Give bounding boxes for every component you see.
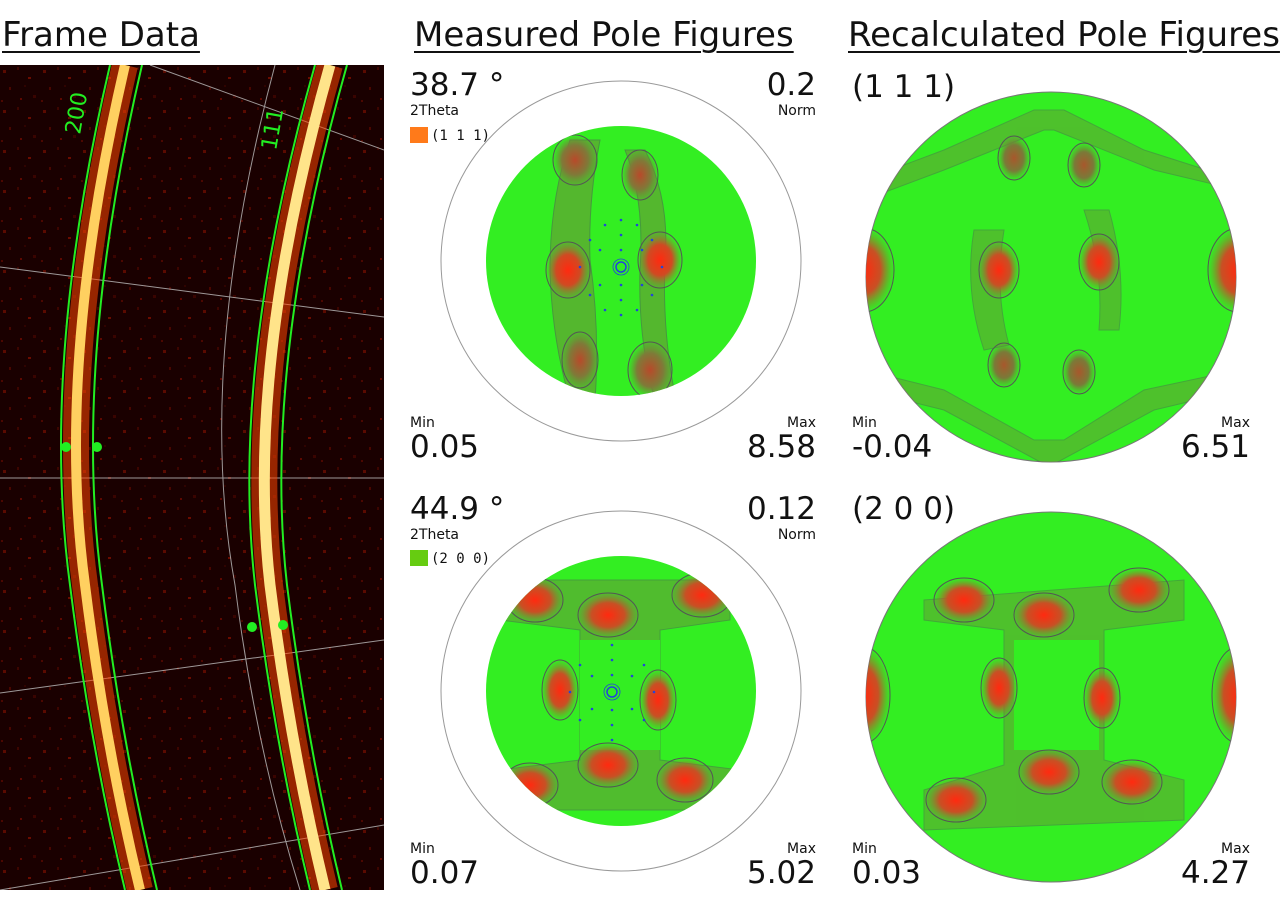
- ring-111-inner-boundary: [248, 65, 316, 890]
- ring-200-inner-handle[interactable]: [61, 442, 71, 452]
- ring-111-peak: [258, 65, 336, 890]
- ring-200-outer-boundary: [92, 65, 158, 890]
- max-value: 6.51: [1180, 429, 1250, 465]
- max-label: Max: [787, 415, 816, 431]
- norm-value: 0.2: [766, 67, 816, 103]
- recalculated-pole-figures-heading: Recalculated Pole Figures: [848, 15, 1280, 55]
- max-label: Max: [787, 841, 816, 857]
- min-label: Min: [410, 415, 435, 431]
- max-value: 5.02: [746, 855, 816, 891]
- min-value: 0.05: [410, 429, 480, 465]
- legend-label-111: (1 1 1): [431, 128, 491, 144]
- two-theta-value: 44.9 °: [410, 491, 505, 527]
- measured-pole-figures-heading: Measured Pole Figures: [414, 15, 794, 55]
- two-theta-label: 2Theta: [410, 103, 460, 119]
- min-label: Min: [852, 415, 877, 431]
- hkl-label: (2 0 0): [852, 491, 956, 527]
- legend-swatch-200[interactable]: [410, 550, 428, 566]
- scan-points: [568, 643, 656, 742]
- ring-200-inner-boundary: [60, 65, 126, 890]
- two-theta-label: 2Theta: [410, 527, 460, 543]
- measured-pole-figure-111-plot: [440, 80, 802, 442]
- norm-label: Norm: [777, 103, 816, 119]
- norm-value: 0.12: [746, 491, 816, 527]
- max-label: Max: [1221, 841, 1250, 857]
- ring-200-peak: [71, 65, 145, 890]
- scan-points: [578, 218, 664, 317]
- recalculated-pole-figure-111-plot: [865, 91, 1237, 463]
- ring-111-inner-handle[interactable]: [247, 622, 257, 632]
- max-label: Max: [1221, 415, 1250, 431]
- measured-pole-figure-200-plot: [440, 510, 802, 872]
- two-theta-value: 38.7 °: [410, 67, 505, 103]
- recalculated-pole-figure-200-plot: [865, 511, 1237, 883]
- min-value: 0.07: [410, 855, 480, 891]
- norm-label: Norm: [777, 527, 816, 543]
- ring-111-outer-handle[interactable]: [278, 620, 288, 630]
- min-label: Min: [852, 841, 877, 857]
- min-label: Min: [410, 841, 435, 857]
- hkl-label: (1 1 1): [852, 69, 956, 105]
- legend-swatch-111[interactable]: [410, 127, 428, 143]
- frame-data-image: 200 111: [0, 65, 384, 890]
- legend-label-200: (2 0 0): [431, 551, 491, 567]
- min-value: 0.03: [852, 855, 922, 891]
- min-value: -0.04: [852, 429, 933, 465]
- ring-200-outer-handle[interactable]: [92, 442, 102, 452]
- max-value: 4.27: [1180, 855, 1250, 891]
- ring-111-outer-boundary: [280, 65, 348, 890]
- frame-data-heading: Frame Data: [2, 15, 200, 55]
- max-value: 8.58: [746, 429, 816, 465]
